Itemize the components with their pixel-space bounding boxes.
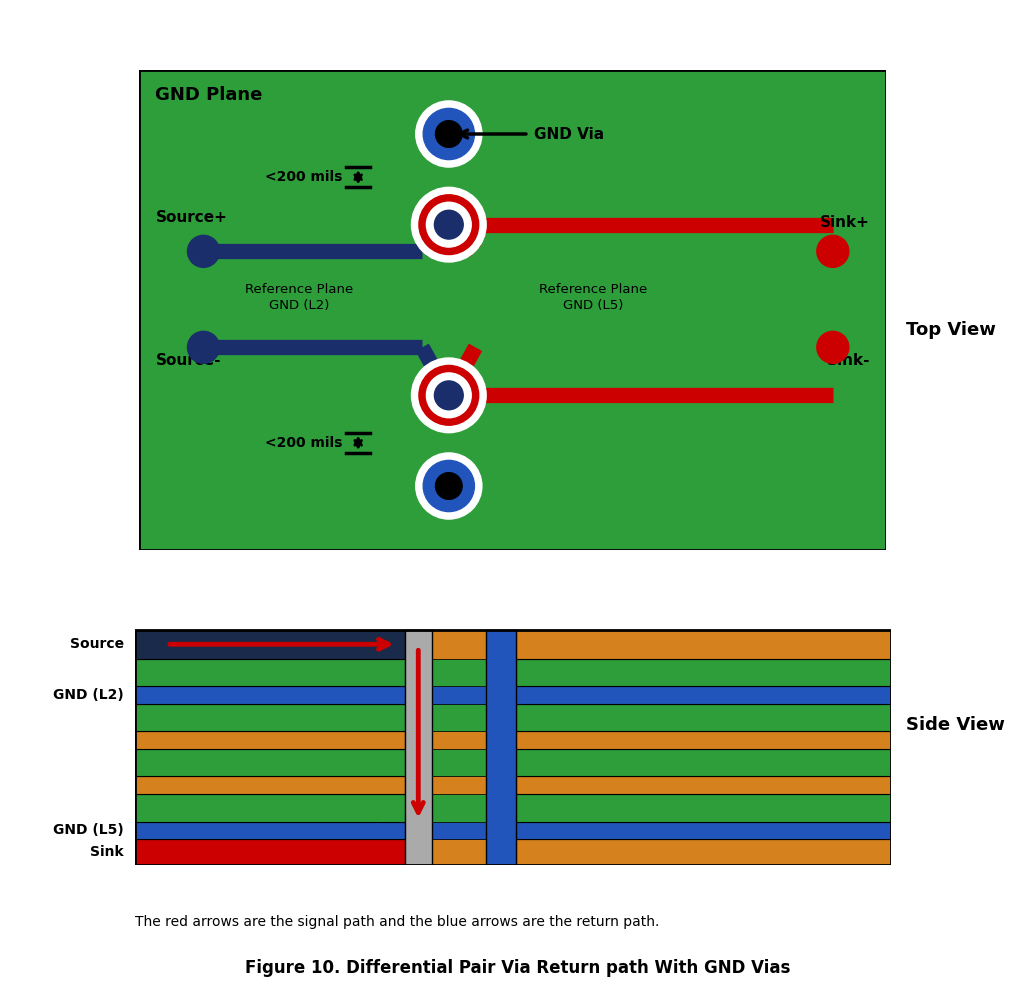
Bar	[405, 630, 432, 865]
Bar	[432, 704, 486, 731]
Text: Top View: Top View	[906, 321, 997, 339]
Bar	[135, 686, 405, 704]
Bar	[135, 749, 405, 776]
Bar	[135, 630, 405, 659]
Text: Source-: Source-	[155, 353, 221, 368]
Circle shape	[419, 365, 479, 425]
Text: GND (L2): GND (L2)	[53, 688, 124, 702]
Text: GND Via: GND Via	[535, 127, 604, 142]
Circle shape	[816, 235, 848, 267]
Text: Source+: Source+	[155, 210, 227, 225]
Bar	[432, 731, 486, 749]
Circle shape	[411, 187, 486, 262]
Text: Reference Plane
GND (L2): Reference Plane GND (L2)	[246, 283, 353, 312]
Text: GND (L5): GND (L5)	[53, 823, 124, 837]
Circle shape	[188, 331, 220, 363]
Bar	[516, 776, 891, 794]
Bar	[432, 839, 486, 865]
Circle shape	[188, 235, 220, 267]
Text: GND Plane: GND Plane	[155, 86, 263, 104]
Text: <200 mils: <200 mils	[265, 436, 342, 450]
Circle shape	[415, 101, 482, 167]
Bar	[516, 749, 891, 776]
Text: Sink+: Sink+	[821, 215, 870, 230]
Text: Sink-: Sink-	[827, 353, 870, 368]
Bar	[135, 704, 405, 731]
Bar	[432, 659, 486, 686]
Circle shape	[415, 453, 482, 519]
Text: Sink: Sink	[90, 845, 124, 859]
Text: Source: Source	[69, 637, 124, 651]
Bar	[516, 794, 891, 822]
Bar	[516, 704, 891, 731]
Bar	[135, 776, 405, 794]
Bar	[135, 839, 405, 865]
Text: Side View: Side View	[906, 716, 1005, 734]
Bar	[135, 794, 405, 822]
Circle shape	[435, 473, 462, 499]
Circle shape	[424, 108, 474, 160]
Bar	[135, 822, 405, 839]
Circle shape	[411, 358, 486, 433]
Circle shape	[435, 121, 462, 147]
Text: <200 mils: <200 mils	[265, 170, 342, 184]
Bar	[516, 731, 891, 749]
Circle shape	[434, 381, 463, 410]
Bar	[432, 686, 486, 704]
Bar	[135, 630, 891, 865]
Text: The red arrows are the signal path and the blue arrows are the return path.: The red arrows are the signal path and t…	[135, 915, 659, 929]
Bar	[432, 630, 486, 659]
Bar	[516, 822, 891, 839]
Bar	[516, 686, 891, 704]
Circle shape	[434, 210, 463, 239]
Bar	[432, 794, 486, 822]
Bar	[135, 731, 405, 749]
Bar	[486, 630, 516, 865]
Circle shape	[427, 202, 471, 247]
Text: Figure 10. Differential Pair Via Return path With GND Vias: Figure 10. Differential Pair Via Return …	[246, 959, 790, 977]
Bar	[135, 659, 405, 686]
Bar	[432, 749, 486, 776]
Bar	[432, 822, 486, 839]
Circle shape	[419, 195, 479, 255]
Circle shape	[424, 460, 474, 512]
Bar	[516, 659, 891, 686]
Bar	[516, 630, 891, 659]
Text: Reference Plane
GND (L5): Reference Plane GND (L5)	[539, 283, 646, 312]
Circle shape	[816, 331, 848, 363]
Circle shape	[427, 373, 471, 418]
Bar	[516, 839, 891, 865]
Bar	[432, 776, 486, 794]
